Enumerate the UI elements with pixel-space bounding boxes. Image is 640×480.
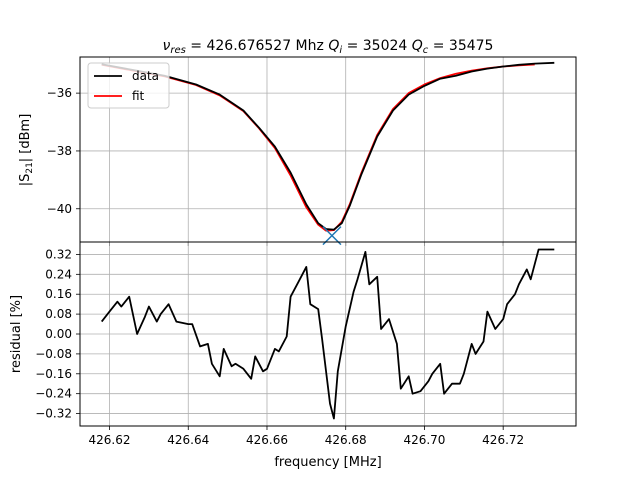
residual-ytick-label-0: −0.32	[35, 407, 72, 421]
residual-ytick-label-6: 0.16	[45, 287, 72, 301]
s21-ylabel-sub: 21	[25, 162, 35, 173]
residual-ytick-label-8: 0.32	[45, 247, 72, 261]
residual-ylabel: residual [%]	[9, 295, 24, 373]
residual-ytick-label-1: −0.24	[35, 387, 72, 401]
s21-ylabel: |S21| [dBm]	[18, 114, 35, 187]
title-qi-value: = 35024	[342, 38, 412, 54]
legend-label-data: data	[132, 69, 159, 83]
residual-ytick-label-3: −0.08	[35, 347, 72, 361]
residual-ytick-label-2: −0.16	[35, 367, 72, 381]
legend: data fit	[88, 63, 169, 108]
title-nu-sub: res	[170, 45, 185, 56]
s21-ytick-label-1: −38	[47, 144, 72, 158]
title-nu-value: = 426.676527 Mhz	[186, 38, 328, 54]
s21-ylabel-post: | [dBm]	[18, 114, 33, 163]
title-qc-symbol: Q	[412, 38, 423, 54]
legend-label-fit: fit	[132, 89, 145, 103]
residual-xlabel: frequency [MHz]	[274, 455, 381, 470]
residual-xtick-label-4: 426.70	[403, 433, 445, 447]
residual-ytick-label-4: 0.00	[45, 327, 72, 341]
residual-xtick-label-1: 426.64	[167, 433, 209, 447]
residual-xtick-label-3: 426.68	[325, 433, 367, 447]
chart-title: νres = 426.676527 Mhz Qi = 35024 Qc = 35…	[163, 38, 494, 56]
title-nu-symbol: ν	[163, 38, 171, 54]
title-qc-value: = 35475	[428, 38, 493, 54]
s21-ylabel-pre: |S	[18, 174, 33, 187]
s21-ytick-label-2: −36	[47, 86, 72, 100]
title-qi-symbol: Q	[328, 38, 339, 54]
residual-xtick-label-0: 426.62	[89, 433, 131, 447]
s21-ytick-label-0: −40	[47, 202, 72, 216]
residual-ytick-label-5: 0.08	[45, 307, 72, 321]
residual-ytick-label-7: 0.24	[45, 267, 72, 281]
residual-xtick-label-5: 426.72	[482, 433, 524, 447]
residual-xtick-label-2: 426.66	[246, 433, 288, 447]
